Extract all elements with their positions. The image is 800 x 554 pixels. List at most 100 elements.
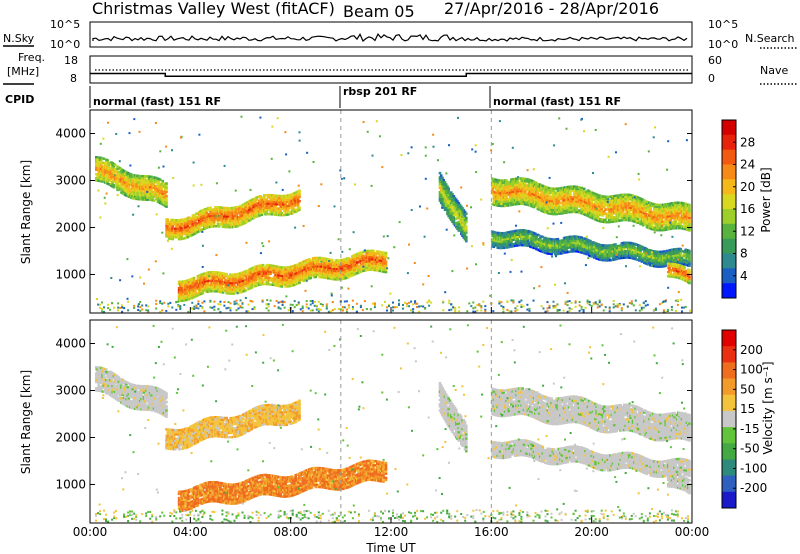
data-cell — [266, 272, 270, 275]
data-cell — [255, 198, 259, 201]
data-cell — [123, 183, 127, 186]
nsky-tick-top: 10^5 — [50, 18, 80, 31]
data-cell — [268, 276, 271, 280]
data-cell — [136, 191, 139, 194]
data-cell — [197, 219, 201, 222]
data-cell — [266, 268, 270, 271]
data-cell — [626, 199, 630, 203]
data-cell — [156, 190, 160, 193]
data-cell — [584, 209, 587, 212]
data-cell — [579, 209, 582, 212]
data-cell — [500, 183, 503, 187]
data-cell — [493, 237, 497, 240]
data-cell — [644, 216, 647, 220]
data-cell — [645, 221, 649, 224]
data-cell — [636, 217, 640, 220]
data-cell — [330, 269, 334, 272]
data-cell — [571, 198, 575, 201]
data-cell — [273, 269, 276, 272]
data-cell — [655, 228, 659, 232]
data-cell — [170, 222, 173, 226]
data-cell — [370, 268, 374, 272]
data-cell — [455, 217, 458, 220]
data-cell — [688, 225, 691, 228]
data-cell — [148, 186, 152, 189]
data-cell — [582, 210, 586, 214]
data-cell — [261, 202, 265, 206]
data-cell — [633, 218, 636, 221]
data-cell — [660, 220, 664, 223]
data-cell — [327, 277, 330, 280]
data-cell — [263, 282, 266, 286]
data-cell — [180, 295, 183, 298]
data-cell — [187, 289, 191, 292]
data-cell — [108, 173, 112, 176]
data-cell — [354, 270, 358, 273]
data-cell — [258, 279, 261, 282]
data-cell — [682, 202, 685, 205]
data-cell — [462, 208, 466, 212]
data-cell — [502, 231, 506, 235]
data-cell — [190, 219, 193, 222]
data-cell — [317, 267, 320, 270]
data-cell — [626, 208, 630, 211]
data-cell — [340, 267, 344, 270]
data-cell — [205, 218, 208, 221]
data-cell — [150, 175, 153, 178]
data-cell — [256, 273, 260, 276]
data-cell — [230, 281, 234, 285]
data-cell — [660, 214, 664, 217]
data-cell — [493, 199, 497, 202]
data-cell — [465, 212, 468, 215]
data-cell — [449, 191, 453, 194]
data-cell — [256, 206, 260, 209]
data-cell — [648, 201, 651, 204]
data-cell — [285, 211, 289, 214]
data-cell — [264, 272, 267, 275]
data-cell — [314, 256, 318, 260]
data-cell — [513, 182, 517, 185]
data-cell — [258, 214, 261, 217]
data-cell — [570, 196, 573, 199]
data-cell — [269, 196, 272, 199]
data-cell — [579, 199, 582, 202]
data-cell — [574, 204, 577, 207]
data-cell — [575, 208, 578, 212]
data-cell — [587, 189, 591, 193]
data-cell — [444, 183, 448, 186]
data-cell — [151, 190, 155, 194]
data-cell — [658, 224, 661, 228]
data-cell — [383, 258, 387, 261]
data-cell — [660, 216, 664, 219]
data-cell — [581, 212, 585, 215]
data-cell — [463, 214, 467, 218]
data-cell — [370, 262, 374, 265]
data-cell — [184, 222, 187, 225]
data-cell — [579, 203, 582, 206]
data-cell — [189, 232, 192, 236]
data-cell — [579, 194, 582, 198]
data-cell — [165, 205, 168, 208]
data-cell — [350, 272, 354, 275]
data-cell — [335, 274, 339, 277]
data-cell — [496, 242, 499, 245]
data-cell — [337, 261, 340, 264]
data-cell — [384, 254, 388, 257]
data-cell — [330, 260, 334, 264]
data-cell — [584, 190, 587, 193]
data-cell — [259, 266, 262, 269]
data-cell — [288, 198, 291, 201]
data-cell — [362, 254, 365, 258]
data-cell — [117, 170, 121, 173]
data-cell — [116, 178, 119, 181]
data-cell — [135, 183, 138, 186]
data-cell — [95, 168, 98, 172]
data-cell — [136, 187, 139, 190]
data-cell — [120, 174, 123, 177]
data-cell — [650, 204, 654, 207]
data-cell — [688, 216, 691, 219]
data-cell — [135, 197, 138, 201]
data-cell — [650, 219, 654, 222]
data-cell — [666, 215, 670, 218]
data-cell — [334, 271, 338, 275]
